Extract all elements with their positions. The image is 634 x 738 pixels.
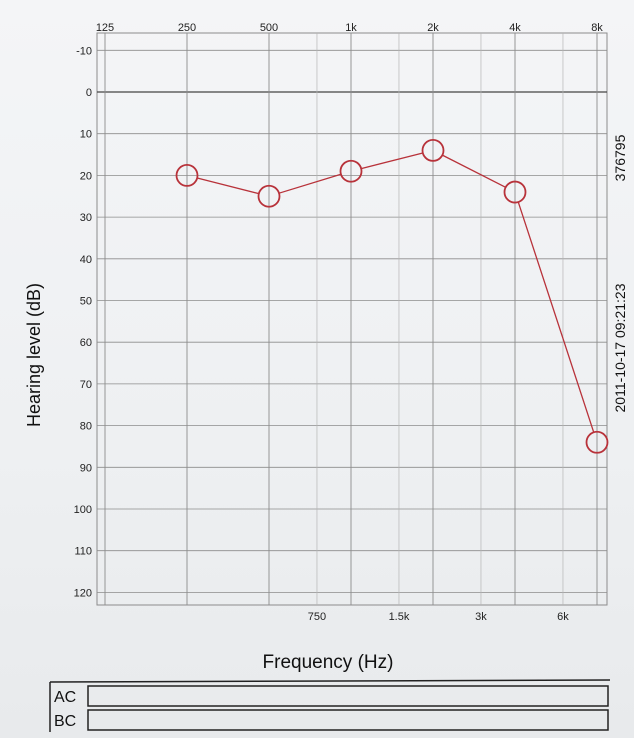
y-tick-label: 40	[80, 254, 92, 266]
x-top-tick-label: 2k	[427, 22, 439, 34]
series-segment	[517, 201, 595, 433]
x-axis-label: Frequency (Hz)	[263, 652, 394, 673]
ac-row-box	[87, 685, 609, 707]
bc-row-label: BC	[54, 713, 76, 730]
data-point-marker	[175, 163, 199, 187]
data-point-marker	[503, 180, 527, 204]
y-tick-label: 0	[86, 87, 92, 99]
chart-grid	[96, 32, 608, 606]
y-tick-label: 110	[74, 546, 92, 558]
series-segment	[197, 177, 259, 195]
y-tick-label: -10	[76, 45, 92, 57]
y-tick-label: 100	[74, 504, 92, 516]
series-segment	[278, 173, 342, 194]
y-tick-labels: -10 0 10 20 30 40 50 60 70 80 90 100 110 120	[74, 45, 92, 599]
series-segment	[361, 152, 423, 170]
data-point-marker	[421, 138, 445, 162]
ac-bc-table: AC BC	[49, 679, 611, 732]
patient-id-text: 376795	[612, 134, 628, 181]
x-top-tick-label: 1k	[345, 22, 357, 34]
y-tick-label: 20	[80, 170, 92, 182]
y-tick-label: 10	[80, 129, 92, 141]
bc-row-box	[87, 709, 609, 731]
x-top-tick-label: 500	[260, 22, 278, 34]
y-tick-label: 90	[80, 462, 92, 474]
x-bottom-tick-label: 1.5k	[389, 611, 410, 623]
x-top-tick-label: 250	[178, 22, 196, 34]
data-point-marker	[257, 184, 281, 208]
data-point-marker	[585, 430, 609, 454]
y-tick-label: 120	[74, 587, 92, 599]
y-tick-label: 70	[80, 379, 92, 391]
timestamp-text: 2011-10-17 09:21:23	[612, 283, 628, 412]
x-bottom-tick-labels: 750 1.5k 3k 6k	[308, 611, 569, 623]
x-top-tick-label: 4k	[509, 22, 521, 34]
x-top-tick-label: 8k	[591, 22, 603, 34]
data-point-marker	[339, 159, 363, 183]
series-line-group	[197, 152, 595, 433]
y-tick-label: 50	[80, 296, 92, 308]
x-bottom-tick-label: 6k	[557, 611, 569, 623]
x-bottom-tick-label: 3k	[475, 611, 487, 623]
plot-frame	[96, 32, 608, 606]
x-top-tick-labels: 125 250 500 1k 2k 4k 8k	[96, 22, 603, 34]
x-bottom-tick-label: 750	[308, 611, 326, 623]
y-tick-label: 60	[80, 337, 92, 349]
series-points-group	[175, 138, 609, 454]
y-tick-label: 80	[80, 421, 92, 433]
y-tick-label: 30	[80, 212, 92, 224]
series-segment	[442, 154, 506, 188]
y-axis-label: Hearing level (dB)	[24, 283, 44, 427]
ac-row-label: AC	[54, 689, 76, 706]
x-top-tick-label: 125	[96, 22, 114, 34]
